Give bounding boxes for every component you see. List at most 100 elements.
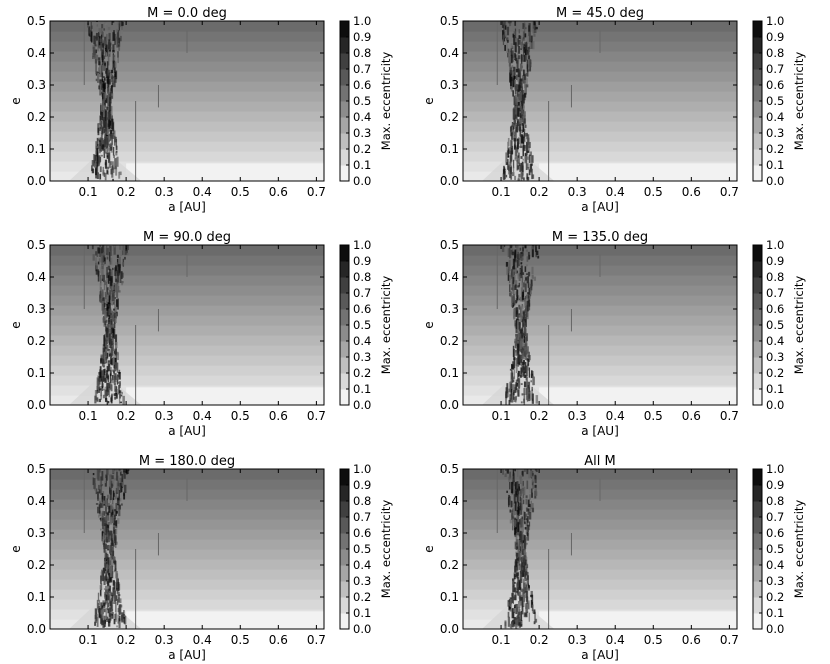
chaos-streak: [104, 524, 107, 536]
chaos-streak: [110, 591, 112, 596]
heatmap-band: [50, 295, 324, 306]
colorbar-label: Max. eccentricity: [379, 276, 393, 375]
chaos-streak: [522, 31, 525, 41]
chaos-streak: [93, 35, 95, 45]
chaos-streak: [514, 565, 517, 577]
chaos-streak: [114, 385, 117, 392]
colorbar-tick-label: 0.7: [766, 62, 784, 76]
chaos-streak: [101, 39, 104, 45]
heatmap-band: [463, 559, 737, 570]
chaos-streak: [99, 84, 101, 94]
colorbar-segment: [340, 517, 349, 534]
heatmap-band: [50, 539, 324, 550]
chaos-streak: [102, 317, 105, 323]
chaos-streak: [524, 319, 527, 326]
chaos-streak: [527, 508, 530, 515]
chaos-streak: [517, 589, 520, 596]
chaos-streak: [518, 322, 521, 331]
colorbar-segment: [340, 69, 349, 86]
chaos-streak: [103, 352, 106, 361]
chaos-streak: [116, 21, 120, 26]
colorbar-segment: [340, 117, 349, 134]
chaos-streak: [109, 268, 111, 272]
y-tick-label: 0.0: [27, 622, 46, 636]
chaos-streak: [521, 361, 524, 366]
heatmap-band: [463, 519, 737, 530]
chaos-streak: [103, 361, 106, 364]
chaos-streak: [511, 475, 514, 481]
chaos-streak: [108, 32, 111, 40]
chaos-streak: [510, 481, 514, 494]
heatmap-band: [463, 365, 737, 376]
chaos-streak: [507, 602, 510, 606]
chaos-streak: [110, 557, 114, 568]
x-tick-label: 0.7: [720, 185, 739, 199]
colorbar-segment: [753, 597, 762, 614]
heatmap-band: [463, 91, 737, 102]
chaos-streak: [119, 171, 122, 176]
chaos-streak: [519, 557, 521, 562]
chaos-streak: [514, 267, 517, 274]
chaos-streak: [117, 58, 119, 64]
chaos-streak: [512, 166, 515, 173]
chaos-streak: [106, 95, 108, 104]
chaos-streak: [517, 314, 520, 319]
chaos-streak: [106, 327, 109, 338]
chaos-streak: [513, 53, 516, 58]
chaos-streak: [517, 102, 520, 106]
chaos-streak: [97, 269, 99, 277]
chaos-streak: [526, 84, 529, 88]
chaos-streak: [100, 614, 102, 624]
chaos-streak: [111, 289, 113, 295]
chaos-streak: [514, 384, 516, 394]
chaos-streak: [121, 478, 124, 487]
chaos-streak: [512, 521, 514, 531]
chaos-streak: [523, 374, 527, 378]
x-axis-label: a [AU]: [581, 648, 619, 662]
chaos-streak: [526, 132, 528, 137]
chaos-streak: [113, 477, 117, 481]
subplot-title: M = 45.0 deg: [556, 6, 644, 21]
chaos-streak: [509, 69, 512, 75]
chaos-streak: [95, 167, 97, 176]
chaos-streak: [102, 386, 104, 389]
chaos-streak: [102, 251, 105, 256]
chaos-streak: [528, 612, 531, 622]
chaos-streak: [116, 36, 119, 48]
chaos-streak: [100, 622, 103, 626]
chaos-streak: [516, 245, 518, 246]
colorbar-segment: [340, 85, 349, 102]
chaos-streak: [529, 283, 532, 290]
chaos-streak: [105, 40, 108, 44]
heatmap-band: [50, 111, 324, 122]
chaos-streak: [104, 159, 108, 169]
chaos-streak: [513, 396, 516, 402]
chaos-streak: [523, 54, 526, 62]
chaos-streak: [521, 572, 523, 584]
x-tick-label: 0.2: [530, 633, 549, 647]
chaos-streak: [112, 178, 115, 181]
heatmap-band: [50, 599, 324, 610]
chaos-streak: [512, 345, 515, 357]
chaos-streak: [509, 598, 512, 605]
chaos-streak: [113, 374, 116, 376]
chaos-streak: [107, 554, 110, 558]
chaos-streak: [519, 113, 522, 121]
chaos-streak: [106, 564, 109, 570]
heatmap-band: [463, 579, 737, 590]
chaos-streak: [120, 250, 123, 257]
chaos-streak: [98, 398, 102, 403]
chaos-streak: [515, 559, 517, 568]
chaos-streak: [99, 166, 102, 173]
chaos-streak: [518, 370, 521, 376]
chaos-streak: [112, 308, 115, 311]
colorbar-segment: [340, 549, 349, 566]
chaos-streak: [529, 151, 533, 157]
chaos-streak: [107, 111, 110, 120]
heatmap-band: [463, 569, 737, 580]
heatmap-band: [463, 121, 737, 132]
x-tick-label: 0.4: [606, 409, 625, 423]
chaos-streak: [112, 75, 114, 85]
chaos-streak: [524, 343, 527, 354]
chaos-streak: [108, 318, 111, 328]
